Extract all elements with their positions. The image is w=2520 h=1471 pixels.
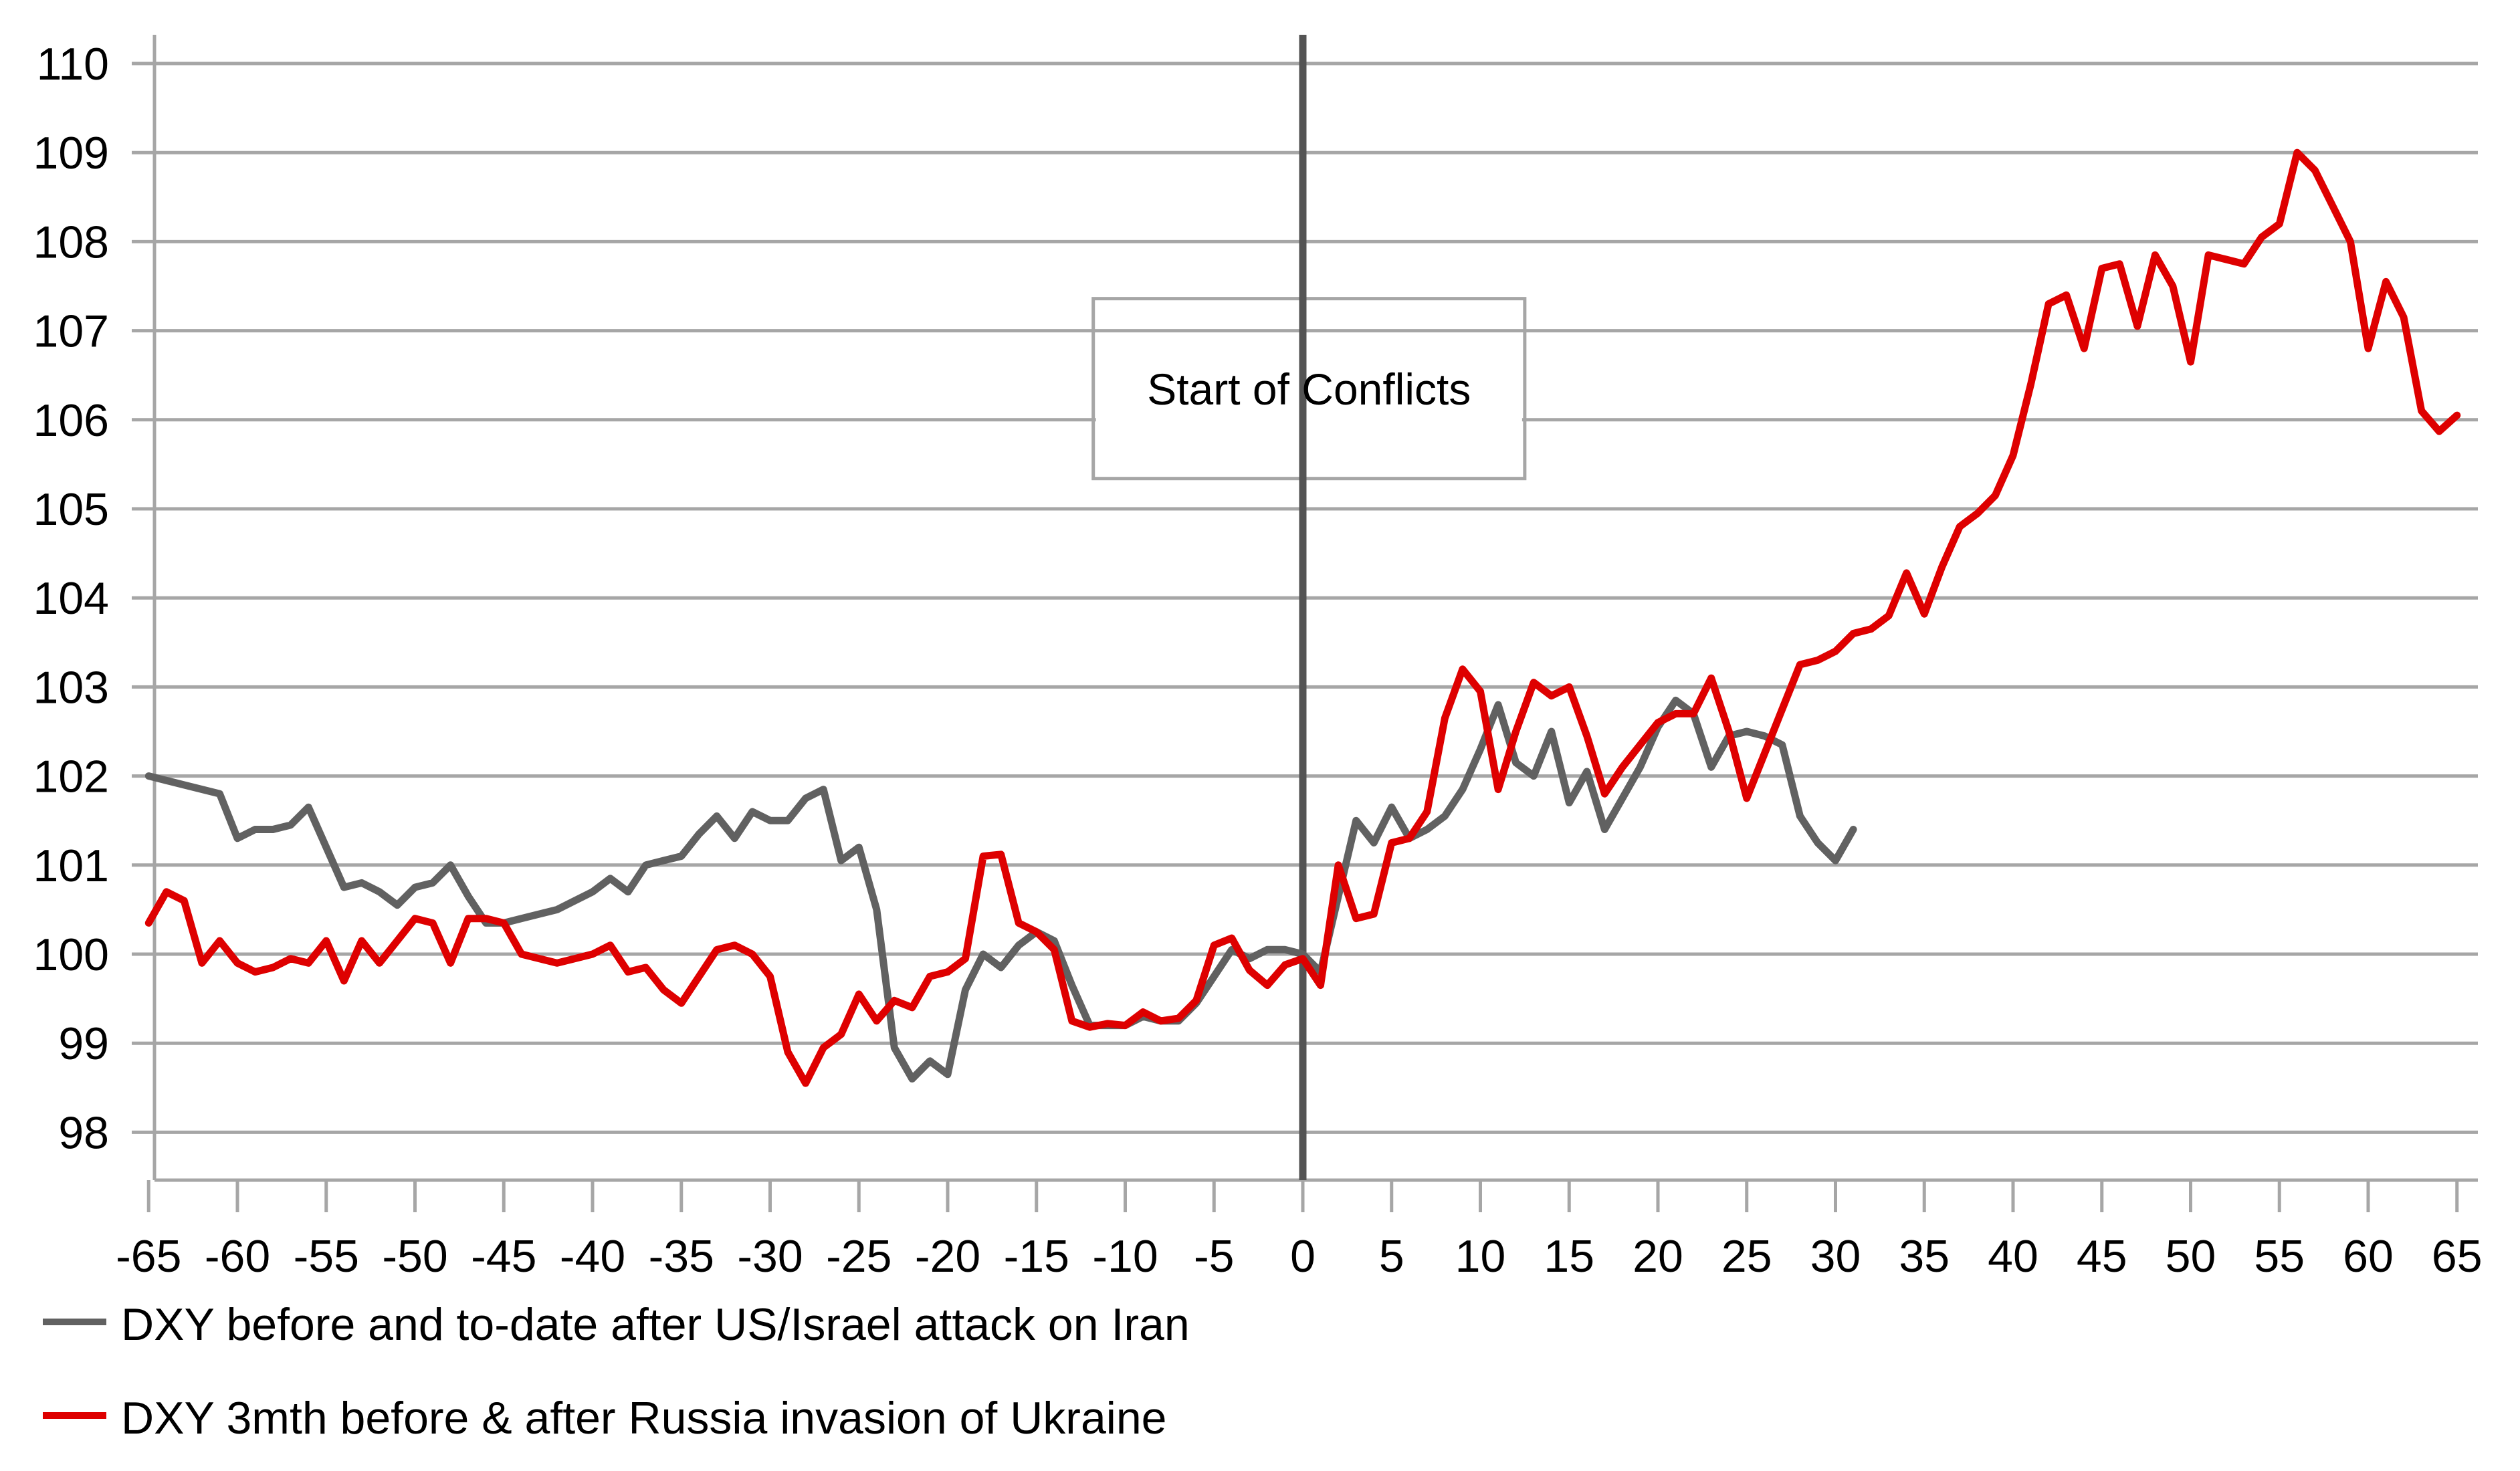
x-label-20: 20 xyxy=(1633,1231,1683,1282)
x-label-10: 10 xyxy=(1455,1231,1506,1282)
x-label-5: 5 xyxy=(1379,1231,1404,1282)
x-label--5: -5 xyxy=(1194,1231,1234,1282)
legend: DXY before and to-date after US/Israel a… xyxy=(43,1299,1190,1444)
annotation-label: Start of Conflicts xyxy=(1147,364,1471,414)
annotation-white-band xyxy=(1095,337,1522,476)
x-label--35: -35 xyxy=(649,1231,714,1282)
y-label-105: 105 xyxy=(33,484,109,535)
x-axis-ticks xyxy=(146,1180,2459,1212)
x-label--10: -10 xyxy=(1092,1231,1158,1282)
x-label-25: 25 xyxy=(1721,1231,1772,1282)
legend-label-ukraine: DXY 3mth before & after Russia invasion … xyxy=(121,1393,1167,1444)
y-label-104: 104 xyxy=(33,573,109,624)
x-label-55: 55 xyxy=(2254,1231,2305,1282)
y-label-107: 107 xyxy=(33,306,109,357)
x-label--25: -25 xyxy=(826,1231,891,1282)
y-label-98: 98 xyxy=(58,1107,109,1158)
y-label-110: 110 xyxy=(37,39,109,90)
axes xyxy=(152,35,2478,1182)
x-label--15: -15 xyxy=(1004,1231,1069,1282)
y-label-108: 108 xyxy=(33,217,109,267)
y-label-99: 99 xyxy=(58,1018,109,1069)
x-label--65: -65 xyxy=(116,1231,181,1282)
x-label--55: -55 xyxy=(294,1231,359,1282)
y-axis-labels: 98 99 100 101 102 103 104 105 106 107 108 109 110 xyxy=(33,39,109,1158)
x-label-50: 50 xyxy=(2166,1231,2216,1282)
x-label--60: -60 xyxy=(205,1231,270,1282)
legend-label-iran: DXY before and to-date after US/Israel a… xyxy=(121,1299,1190,1350)
annotation-box xyxy=(1091,297,1527,481)
x-label-15: 15 xyxy=(1544,1231,1594,1282)
x-label--40: -40 xyxy=(560,1231,625,1282)
x-label-45: 45 xyxy=(2077,1231,2127,1282)
x-label--45: -45 xyxy=(471,1231,536,1282)
y-label-109: 109 xyxy=(33,128,109,179)
series-line-ukraine xyxy=(144,148,2461,1087)
x-label-30: 30 xyxy=(1810,1231,1861,1282)
y-label-102: 102 xyxy=(33,752,109,802)
x-label--20: -20 xyxy=(915,1231,980,1282)
x-label-40: 40 xyxy=(1988,1231,2038,1282)
x-label--50: -50 xyxy=(382,1231,447,1282)
y-label-100: 100 xyxy=(33,929,109,980)
x-label--30: -30 xyxy=(737,1231,803,1282)
x-label-60: 60 xyxy=(2343,1231,2394,1282)
x-label-0: 0 xyxy=(1290,1231,1316,1282)
x-label-65: 65 xyxy=(2432,1231,2483,1282)
x-label-35: 35 xyxy=(1899,1231,1950,1282)
x-axis-labels: -65 -60 -55 -50 -45 -40 -35 -30 -25 -20 -15 -10 -5 0 5… xyxy=(116,1231,2482,1282)
y-label-106: 106 xyxy=(33,395,109,446)
annotation-border xyxy=(1091,297,1527,481)
series-line-iran xyxy=(144,696,1857,1083)
y-label-101: 101 xyxy=(33,840,109,891)
data-series xyxy=(144,148,2461,1087)
y-label-103: 103 xyxy=(33,662,109,713)
